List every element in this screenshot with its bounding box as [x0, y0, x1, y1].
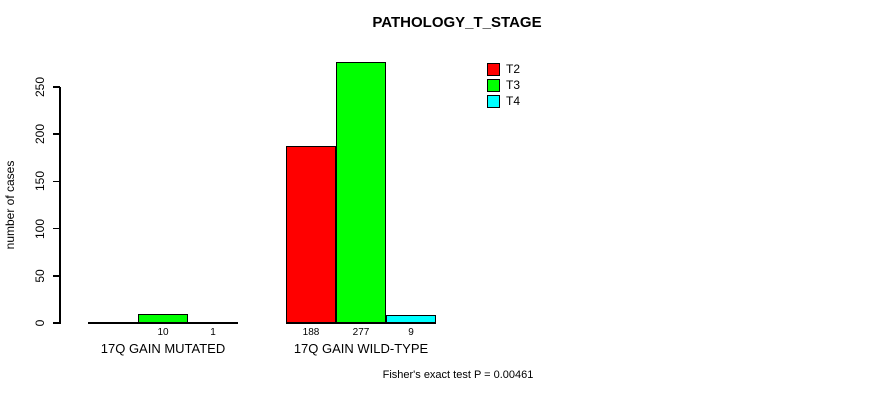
y-tick — [53, 275, 60, 277]
y-axis-line — [59, 87, 61, 324]
y-tick — [53, 322, 60, 324]
chart-title: PATHOLOGY_T_STAGE — [372, 14, 542, 31]
y-tick — [53, 133, 60, 135]
x-category-label: 17Q GAIN MUTATED — [100, 341, 226, 356]
legend: T2 T3 T4 — [487, 63, 520, 111]
legend-item-t3: T3 — [487, 79, 520, 92]
bar-t4-17q-gain-wild-type — [386, 315, 436, 323]
bar-count-label: 10 — [157, 327, 169, 338]
x-category-label: 17Q GAIN WILD-TYPE — [293, 341, 429, 356]
stat-annotation: Fisher's exact test P = 0.00461 — [382, 369, 534, 381]
legend-swatch-t4 — [487, 95, 500, 108]
y-tick-label: 50 — [33, 269, 47, 283]
legend-label: T4 — [506, 94, 521, 108]
legend-label: T3 — [506, 78, 521, 92]
bar-t3-17q-gain-wild-type — [336, 62, 386, 323]
bar-count-label: 277 — [352, 327, 370, 338]
legend-swatch-t3 — [487, 79, 500, 92]
y-tick — [53, 180, 60, 183]
y-tick — [53, 86, 60, 88]
legend-label: T2 — [506, 62, 521, 76]
y-tick-label: 150 — [33, 171, 47, 192]
y-tick-label: 250 — [33, 76, 47, 98]
bar-count-label: 1 — [210, 327, 216, 338]
legend-item-t4: T4 — [487, 95, 520, 108]
bar-t2-17q-gain-wild-type — [286, 146, 336, 323]
legend-item-t2: T2 — [487, 63, 520, 76]
y-tick-label: 200 — [33, 124, 47, 145]
y-tick-label: 0 — [33, 319, 47, 327]
bar-t3-17q-gain-mutated — [138, 314, 188, 323]
bar-count-label: 188 — [302, 327, 320, 338]
legend-swatch-t2 — [487, 63, 500, 76]
y-axis-title: number of cases — [3, 160, 17, 250]
bar-count-label: 9 — [408, 327, 414, 338]
y-tick-label: 100 — [33, 218, 47, 239]
y-tick — [53, 227, 60, 230]
